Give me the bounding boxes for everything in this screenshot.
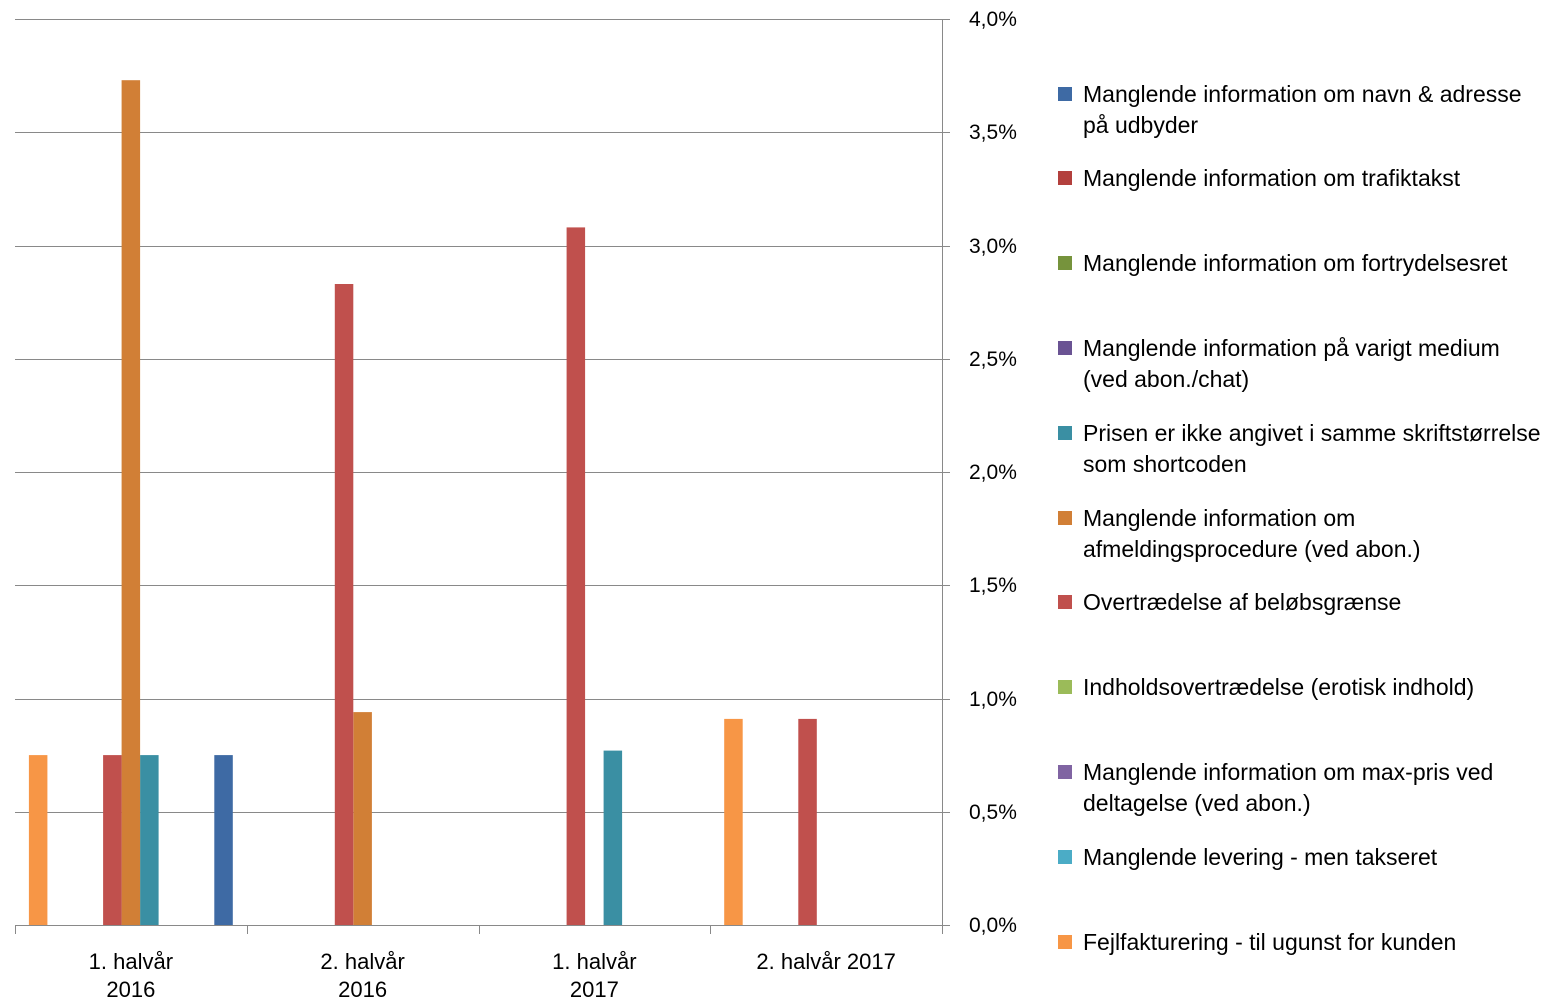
legend-label: Overtrædelse af beløbsgrænse <box>1083 589 1402 616</box>
y-tick-label: 3,5% <box>969 120 1017 144</box>
bar-series-5-cat-3 <box>603 750 623 925</box>
legend-label: Prisen er ikke angivet i samme skriftstø… <box>1083 419 1541 477</box>
y-tick-label: 3,0% <box>969 234 1017 258</box>
bar-series-6-cat-1 <box>121 80 141 925</box>
x-category-label: 1. halvår 2016 <box>88 949 174 1002</box>
legend-swatch <box>1058 764 1072 779</box>
legend-swatch <box>1058 425 1072 440</box>
legend-swatch <box>1058 86 1072 101</box>
legend-swatch <box>1058 510 1072 525</box>
legend-swatch <box>1058 256 1072 271</box>
y-tick-label: 4,0% <box>969 7 1017 31</box>
bar-series-1-cat-1 <box>214 755 233 925</box>
legend-label: Manglende information om fortrydelsesret <box>1083 250 1508 277</box>
legend-label: Manglende information om navn & adresse … <box>1083 80 1522 138</box>
bar-series-7-cat-4 <box>798 718 817 925</box>
y-tick-label: 1,0% <box>969 687 1017 711</box>
bar-series-11-cat-4 <box>724 718 743 925</box>
legend-item: Manglende information om afmeldingsproce… <box>1058 503 1558 562</box>
gridlines <box>15 19 942 813</box>
legend-item: Overtrædelse af beløbsgrænse <box>1058 587 1558 618</box>
bar-series-6-cat-2 <box>353 712 372 925</box>
bar-series-7-cat-2 <box>334 284 354 925</box>
legend-item: Prisen er ikke angivet i samme skriftstø… <box>1058 418 1558 477</box>
legend-label: Manglende information om trafiktakst <box>1083 165 1461 192</box>
x-category-label: 1. halvår 2017 <box>552 949 637 1002</box>
legend-swatch <box>1058 171 1072 186</box>
legend-label: Manglende information om max-pris ved de… <box>1083 758 1494 816</box>
legend-item: Manglende levering - men takseret <box>1058 842 1558 873</box>
bar-series-7-cat-1 <box>103 755 122 925</box>
x-category-label: 2. halvår 2016 <box>320 949 405 1002</box>
legend-item: Manglende information om navn & adresse … <box>1058 79 1558 138</box>
y-tick-label: 2,0% <box>969 460 1017 484</box>
legend-label: Indholdsovertrædelse (erotisk indhold) <box>1083 674 1475 701</box>
legend-swatch <box>1058 849 1072 864</box>
legend-swatch <box>1058 680 1072 695</box>
legend-label: Manglende information om afmeldingsproce… <box>1083 504 1421 562</box>
legend-swatch <box>1058 934 1072 949</box>
bars <box>28 80 817 925</box>
legend-item: Manglende information på varigt medium (… <box>1058 333 1558 392</box>
bar-series-7-cat-3 <box>566 227 586 925</box>
legend-swatch <box>1058 340 1072 355</box>
y-tick-label: 0,0% <box>969 913 1017 937</box>
legend-item: Manglende information om fortrydelsesret <box>1058 248 1558 279</box>
bar-series-5-cat-1 <box>140 755 159 925</box>
x-category-label: 2. halvår 2017 <box>756 949 896 974</box>
bar-series-11-cat-1 <box>28 755 48 925</box>
legend-item: Indholdsovertrædelse (erotisk indhold) <box>1058 672 1558 703</box>
y-tick-label: 2,5% <box>969 347 1017 371</box>
legend-item: Fejlfakturering - til ugunst for kunden <box>1058 927 1558 958</box>
y-tick-label: 1,5% <box>969 573 1017 597</box>
axes <box>15 19 950 934</box>
legend-label: Fejlfakturering - til ugunst for kunden <box>1083 928 1457 955</box>
legend-label: Manglende information på varigt medium (… <box>1083 334 1500 392</box>
legend-swatch <box>1058 595 1072 610</box>
legend-item: Manglende information om max-pris ved de… <box>1058 757 1558 816</box>
legend-item: Manglende information om trafiktakst <box>1058 163 1558 194</box>
y-tick-label: 0,5% <box>969 800 1017 824</box>
legend-label: Manglende levering - men takseret <box>1083 843 1438 870</box>
